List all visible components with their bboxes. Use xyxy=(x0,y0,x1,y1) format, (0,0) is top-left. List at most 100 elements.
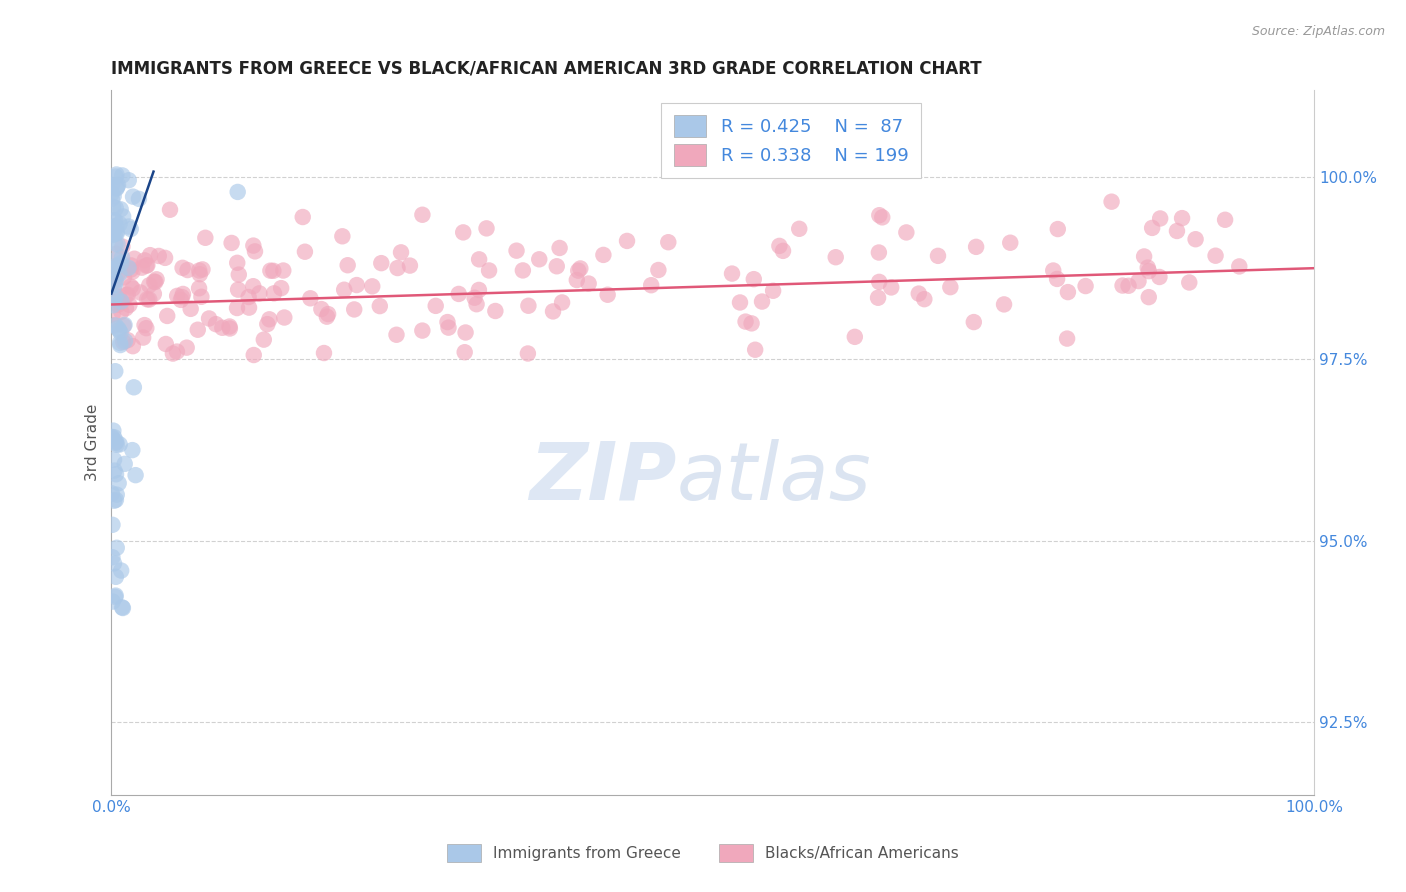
Point xyxy=(565,273,588,287)
Point xyxy=(104,227,127,241)
Point xyxy=(772,244,794,258)
Point xyxy=(101,594,124,608)
Point xyxy=(136,258,159,272)
Point xyxy=(243,244,266,259)
Point xyxy=(105,168,128,182)
Point xyxy=(142,286,165,301)
Point xyxy=(868,291,890,305)
Point xyxy=(263,286,285,301)
Point xyxy=(475,221,498,235)
Point xyxy=(256,317,278,331)
Point xyxy=(468,252,491,267)
Point xyxy=(271,263,294,277)
Point xyxy=(104,589,127,603)
Point xyxy=(742,272,765,286)
Point xyxy=(188,267,211,281)
Point xyxy=(205,317,228,331)
Point xyxy=(896,226,918,240)
Point xyxy=(1213,212,1236,227)
Point xyxy=(993,297,1015,311)
Point xyxy=(134,318,156,332)
Point xyxy=(103,189,125,203)
Point xyxy=(1184,232,1206,246)
Point xyxy=(117,333,139,347)
Point xyxy=(425,299,447,313)
Text: Source: ZipAtlas.com: Source: ZipAtlas.com xyxy=(1251,25,1385,38)
Point xyxy=(242,279,264,293)
Point xyxy=(111,600,134,615)
Point xyxy=(315,310,337,324)
Point xyxy=(110,326,132,340)
Point xyxy=(115,288,138,302)
Point xyxy=(108,217,131,231)
Point xyxy=(868,275,890,289)
Point xyxy=(368,299,391,313)
Point xyxy=(238,301,260,315)
Point xyxy=(529,252,551,267)
Point xyxy=(1057,285,1080,299)
Point xyxy=(107,178,129,192)
Point xyxy=(569,261,592,276)
Point xyxy=(118,173,141,187)
Point xyxy=(551,295,574,310)
Point xyxy=(138,278,160,293)
Point xyxy=(548,241,571,255)
Point xyxy=(110,202,132,217)
Point xyxy=(104,318,127,333)
Point xyxy=(1171,211,1194,226)
Point xyxy=(104,261,127,276)
Point xyxy=(484,304,506,318)
Point xyxy=(104,436,127,450)
Point xyxy=(159,202,181,217)
Point xyxy=(117,260,139,275)
Point xyxy=(1227,260,1250,274)
Point xyxy=(1101,194,1123,209)
Point xyxy=(1133,250,1156,264)
Point xyxy=(105,438,128,452)
Point xyxy=(187,323,209,337)
Point xyxy=(465,297,488,311)
Point xyxy=(101,192,124,206)
Point xyxy=(299,291,322,305)
Point xyxy=(247,286,270,301)
Point xyxy=(170,290,193,304)
Point xyxy=(104,364,127,378)
Point xyxy=(787,221,810,235)
Text: ZIP: ZIP xyxy=(529,439,676,516)
Point xyxy=(361,279,384,293)
Point xyxy=(110,304,132,318)
Point xyxy=(156,309,179,323)
Point xyxy=(103,464,125,478)
Point xyxy=(103,292,125,306)
Point xyxy=(103,213,125,227)
Point xyxy=(190,290,212,304)
Point xyxy=(105,541,128,555)
Point xyxy=(546,260,568,274)
Point xyxy=(103,223,125,237)
Point xyxy=(346,278,368,293)
Point xyxy=(744,343,766,357)
Point xyxy=(844,330,866,344)
Point xyxy=(454,326,477,340)
Point xyxy=(1000,235,1022,250)
Point xyxy=(963,315,986,329)
Point xyxy=(120,222,142,236)
Point xyxy=(104,237,127,252)
Point xyxy=(1205,249,1227,263)
Point xyxy=(253,333,276,347)
Point xyxy=(105,220,128,235)
Point xyxy=(132,330,155,344)
Point xyxy=(121,281,143,295)
Point xyxy=(734,315,756,329)
Text: atlas: atlas xyxy=(676,439,872,516)
Point xyxy=(880,280,903,294)
Point xyxy=(728,295,751,310)
Point xyxy=(311,301,333,316)
Point xyxy=(122,380,145,394)
Point xyxy=(464,291,486,305)
Point xyxy=(332,229,354,244)
Point xyxy=(262,264,284,278)
Point xyxy=(103,430,125,444)
Point xyxy=(336,258,359,272)
Point xyxy=(166,344,188,359)
